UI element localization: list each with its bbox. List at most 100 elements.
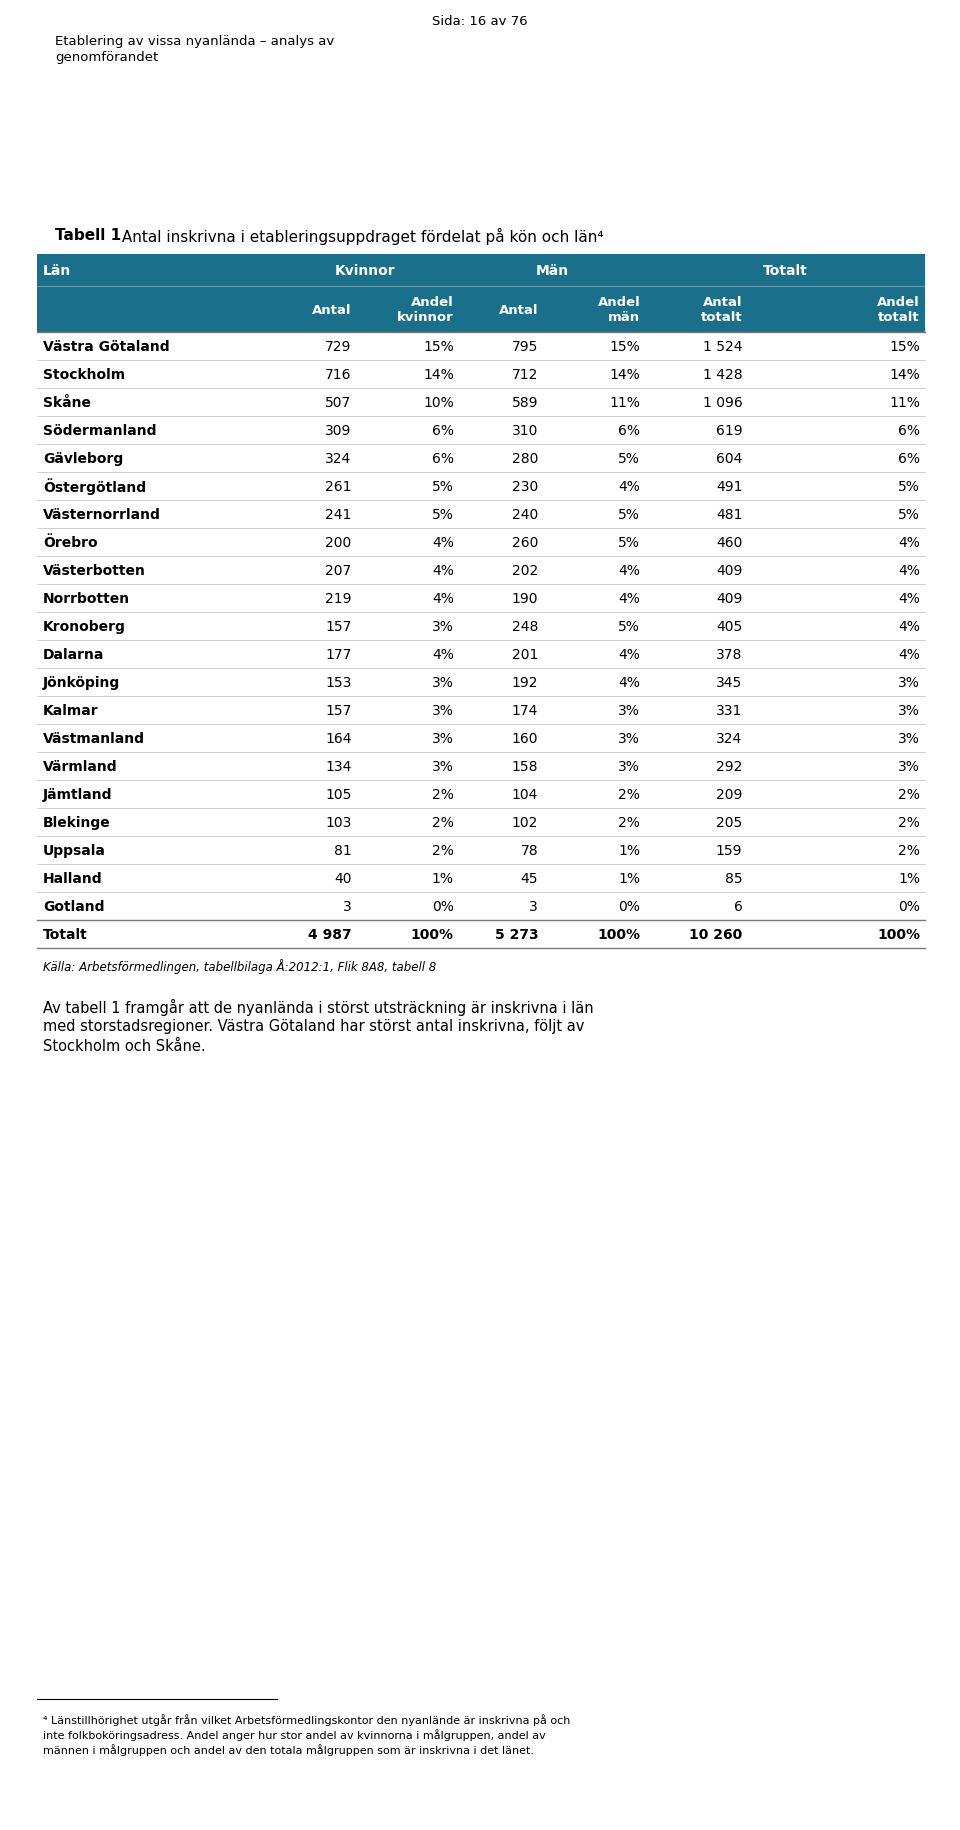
Text: 2%: 2%	[432, 787, 454, 802]
Text: Andel
kvinnor: Andel kvinnor	[397, 296, 454, 324]
Text: Män: Män	[536, 264, 568, 278]
Text: 2%: 2%	[618, 816, 640, 829]
Text: Uppsala: Uppsala	[43, 844, 106, 858]
Text: 11%: 11%	[610, 395, 640, 410]
Text: 3%: 3%	[432, 759, 454, 774]
Text: 1%: 1%	[432, 871, 454, 886]
Text: 491: 491	[716, 479, 742, 494]
Text: 481: 481	[716, 507, 742, 522]
Text: genomförandet: genomförandet	[55, 51, 158, 64]
Text: 202: 202	[512, 564, 539, 578]
Text: 102: 102	[512, 816, 539, 829]
Text: Värmland: Värmland	[43, 759, 118, 774]
Text: 324: 324	[325, 452, 351, 467]
Text: Totalt: Totalt	[763, 264, 807, 278]
Text: Örebro: Örebro	[43, 536, 98, 549]
Text: 3%: 3%	[899, 703, 920, 717]
Text: 2%: 2%	[432, 816, 454, 829]
Text: Andel
män: Andel män	[597, 296, 640, 324]
Text: männen i målgruppen och andel av den totala målgruppen som är inskrivna i det lä: männen i målgruppen och andel av den tot…	[43, 1742, 534, 1755]
Text: 0%: 0%	[618, 900, 640, 913]
Text: 4%: 4%	[618, 564, 640, 578]
Text: Antal inskrivna i etableringsuppdraget fördelat på kön och län⁴: Antal inskrivna i etableringsuppdraget f…	[117, 229, 604, 245]
Text: 3: 3	[529, 900, 539, 913]
Text: 507: 507	[325, 395, 351, 410]
Text: Jämtland: Jämtland	[43, 787, 112, 802]
Text: Län: Län	[43, 264, 71, 278]
Text: 248: 248	[512, 620, 539, 633]
Text: 85: 85	[725, 871, 742, 886]
Text: 153: 153	[325, 675, 351, 690]
Text: 230: 230	[512, 479, 539, 494]
Text: 4 987: 4 987	[308, 928, 351, 941]
Text: Västernorrland: Västernorrland	[43, 507, 161, 522]
Text: 81: 81	[334, 844, 351, 858]
Text: 100%: 100%	[597, 928, 640, 941]
Text: 5%: 5%	[899, 479, 920, 494]
Text: 261: 261	[325, 479, 351, 494]
Text: 712: 712	[512, 368, 539, 382]
Text: Västra Götaland: Västra Götaland	[43, 340, 170, 353]
Text: 324: 324	[716, 732, 742, 745]
Text: 3%: 3%	[618, 759, 640, 774]
Text: 14%: 14%	[889, 368, 920, 382]
Text: 604: 604	[716, 452, 742, 467]
Text: 2%: 2%	[899, 816, 920, 829]
Text: 3: 3	[343, 900, 351, 913]
Text: 10 260: 10 260	[689, 928, 742, 941]
Text: Antal: Antal	[498, 304, 539, 317]
Text: 105: 105	[325, 787, 351, 802]
Bar	[37, 254, 925, 333]
Text: 6%: 6%	[432, 425, 454, 437]
Text: Kalmar: Kalmar	[43, 703, 99, 717]
Text: 157: 157	[325, 703, 351, 717]
Text: Stockholm: Stockholm	[43, 368, 125, 382]
Text: 3%: 3%	[432, 675, 454, 690]
Text: 6%: 6%	[898, 425, 920, 437]
Text: inte folkboköringsadress. Andel anger hur stor andel av kvinnorna i målgruppen, : inte folkboköringsadress. Andel anger hu…	[43, 1728, 545, 1740]
Text: 260: 260	[512, 536, 539, 549]
Text: 14%: 14%	[610, 368, 640, 382]
Text: 1 524: 1 524	[703, 340, 742, 353]
Text: 78: 78	[520, 844, 539, 858]
Text: 5%: 5%	[618, 452, 640, 467]
Text: Totalt: Totalt	[43, 928, 87, 941]
Text: 4%: 4%	[618, 648, 640, 662]
Text: 174: 174	[512, 703, 539, 717]
Text: 4%: 4%	[899, 648, 920, 662]
Text: 2%: 2%	[618, 787, 640, 802]
Text: 240: 240	[512, 507, 539, 522]
Text: 11%: 11%	[889, 395, 920, 410]
Text: 100%: 100%	[411, 928, 454, 941]
Text: Sida: 16 av 76: Sida: 16 av 76	[432, 15, 528, 27]
Text: 345: 345	[716, 675, 742, 690]
Text: Halland: Halland	[43, 871, 103, 886]
Text: 5%: 5%	[432, 507, 454, 522]
Text: Kvinnor: Kvinnor	[335, 264, 396, 278]
Text: Blekinge: Blekinge	[43, 816, 110, 829]
Text: 405: 405	[716, 620, 742, 633]
Text: 5%: 5%	[618, 620, 640, 633]
Text: 589: 589	[512, 395, 539, 410]
Text: ⁴ Länstillhörighet utgår från vilket Arbetsförmedlingskontor den nyanlände är in: ⁴ Länstillhörighet utgår från vilket Arb…	[43, 1713, 570, 1726]
Text: 15%: 15%	[423, 340, 454, 353]
Text: 6%: 6%	[432, 452, 454, 467]
Text: Södermanland: Södermanland	[43, 425, 156, 437]
Text: 4%: 4%	[432, 648, 454, 662]
Text: 0%: 0%	[899, 900, 920, 913]
Text: 5%: 5%	[899, 507, 920, 522]
Text: 0%: 0%	[432, 900, 454, 913]
Text: 1 096: 1 096	[703, 395, 742, 410]
Text: 795: 795	[512, 340, 539, 353]
Text: 157: 157	[325, 620, 351, 633]
Text: 4%: 4%	[432, 591, 454, 606]
Text: Dalarna: Dalarna	[43, 648, 105, 662]
Text: 159: 159	[716, 844, 742, 858]
Text: Gotland: Gotland	[43, 900, 105, 913]
Text: Skåne: Skåne	[43, 395, 91, 410]
Text: 2%: 2%	[432, 844, 454, 858]
Text: 6: 6	[733, 900, 742, 913]
Text: 5%: 5%	[618, 507, 640, 522]
Text: 4%: 4%	[618, 591, 640, 606]
Text: 6%: 6%	[618, 425, 640, 437]
